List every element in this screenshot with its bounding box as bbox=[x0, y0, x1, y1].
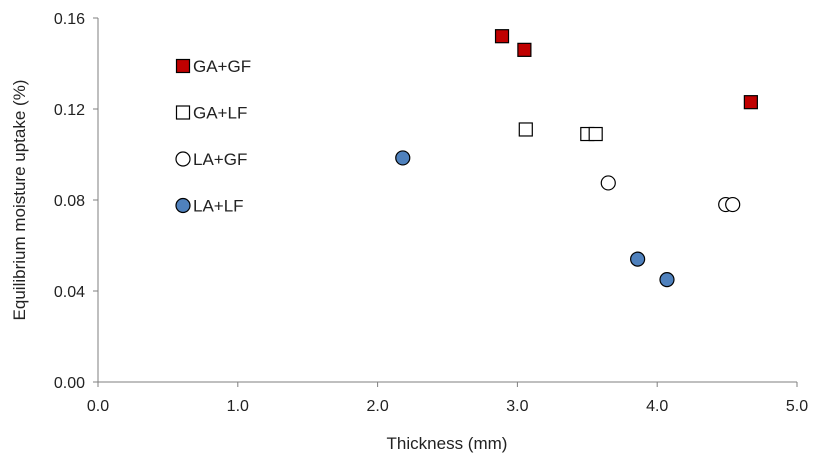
data-point bbox=[395, 150, 411, 166]
legend-marker bbox=[175, 105, 191, 120]
y-tick-label: 0.04 bbox=[54, 284, 85, 301]
x-tick-label: 5.0 bbox=[786, 398, 808, 415]
data-point bbox=[494, 29, 510, 44]
y-tick-label: 0.00 bbox=[54, 375, 85, 392]
legend-label: GA+LF bbox=[193, 104, 247, 123]
x-axis-title: Thickness (mm) bbox=[387, 434, 508, 453]
x-tick-label: 2.0 bbox=[366, 398, 388, 415]
legend-item: LA+GF bbox=[175, 150, 247, 169]
x-tick-label: 4.0 bbox=[646, 398, 668, 415]
series-ga-lf bbox=[518, 122, 603, 142]
legend: GA+GF GA+LF LA+GF LA+LF bbox=[175, 57, 251, 216]
data-point bbox=[518, 122, 533, 137]
legend-item: GA+GF bbox=[175, 57, 251, 76]
data-point bbox=[630, 251, 646, 267]
series-la-lf bbox=[395, 150, 675, 288]
data-point bbox=[725, 196, 741, 213]
x-tick-label: 1.0 bbox=[227, 398, 249, 415]
legend-label: LA+GF bbox=[193, 150, 247, 169]
data-point bbox=[743, 95, 758, 110]
series-la-gf bbox=[600, 175, 741, 213]
legend-marker bbox=[175, 58, 191, 74]
data-point bbox=[600, 175, 616, 191]
x-tick-label: 0.0 bbox=[87, 398, 109, 415]
y-axis-title: Equilibrium moisture uptake (%) bbox=[10, 80, 29, 321]
legend-marker bbox=[175, 151, 191, 167]
series-ga-gf bbox=[494, 29, 758, 110]
legend-marker bbox=[175, 197, 191, 214]
data-points bbox=[395, 29, 758, 288]
data-point bbox=[659, 272, 675, 288]
y-tick-label: 0.08 bbox=[54, 193, 85, 210]
y-tick-label: 0.12 bbox=[54, 102, 85, 119]
legend-label: GA+GF bbox=[193, 57, 251, 76]
data-point bbox=[517, 42, 532, 57]
axes: 0.0 1.0 2.0 3.0 4.0 5.0 0.00 0.04 0.08 0.12 0.16 bbox=[54, 11, 808, 415]
legend-label: LA+LF bbox=[193, 197, 244, 216]
x-tick-label: 3.0 bbox=[506, 398, 528, 415]
legend-item: GA+LF bbox=[175, 104, 247, 123]
y-tick-label: 0.16 bbox=[54, 11, 85, 28]
legend-item: LA+LF bbox=[175, 197, 244, 216]
data-point bbox=[588, 126, 603, 142]
